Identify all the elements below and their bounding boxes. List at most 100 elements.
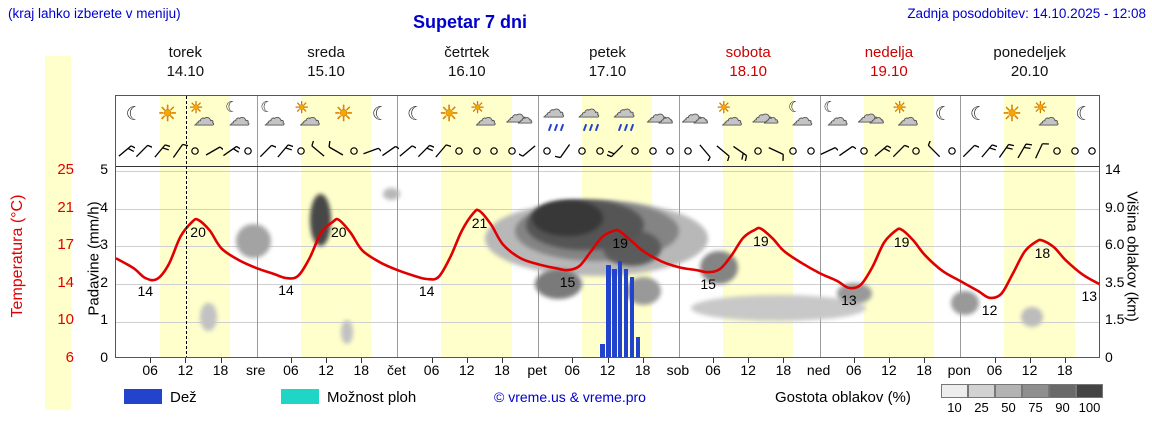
moon-glyph: ☾ xyxy=(371,103,389,125)
calm-wind-icon xyxy=(666,147,674,155)
day-boundary-label: pon xyxy=(947,362,971,378)
temp-tick-label: 25 xyxy=(57,161,74,179)
cloud-cover-blob xyxy=(532,199,603,237)
cloud-glyph: ☁ xyxy=(542,98,565,123)
cloud-moon-icon: ☾ ☁ xyxy=(820,99,854,133)
time-tick xyxy=(783,358,785,363)
calm-wind-icon xyxy=(1088,147,1096,155)
cloud-glyph: ☁ xyxy=(505,103,528,128)
time-tick xyxy=(853,358,855,363)
rain-bar xyxy=(629,276,635,357)
cloud-glyph: ☁ xyxy=(857,103,880,128)
cloud-cover-blob xyxy=(200,302,217,332)
wind-barb-icon xyxy=(820,147,839,155)
wind-barb-icon xyxy=(927,141,941,158)
calm-wind-icon xyxy=(296,147,305,155)
cloud-height-tick-label: 3.5 xyxy=(1105,273,1125,290)
day-boundary-label: pet xyxy=(527,362,547,378)
day-name: nedelja xyxy=(864,44,914,61)
day-date: 16.10 xyxy=(448,63,486,80)
wind-barb-icon xyxy=(962,144,980,158)
precip-tick-label: 1 xyxy=(100,311,108,328)
temp-tick-label: 10 xyxy=(57,311,74,329)
wind-barb-icon xyxy=(277,144,294,158)
time-tick xyxy=(326,358,328,363)
time-tick-label: 12 xyxy=(881,362,897,378)
moon-icon: ☾ xyxy=(926,99,960,133)
temp-value-label: 19 xyxy=(753,232,769,249)
density-cell xyxy=(968,384,995,398)
cloud-icon: ☁ ☁ xyxy=(750,99,784,133)
time-tick-label: 12 xyxy=(459,362,475,378)
wind-barb-icon xyxy=(172,143,188,158)
density-tick-label: 50 xyxy=(1001,400,1016,415)
rain-bar xyxy=(600,344,605,357)
time-tick-label: 18 xyxy=(634,362,651,378)
sun-cloud-icon: ☀ ☁ xyxy=(1031,99,1065,133)
time-tick-label: 12 xyxy=(318,362,334,378)
current-time-line xyxy=(186,96,188,357)
time-tick xyxy=(572,358,574,363)
calm-wind-icon xyxy=(859,147,868,155)
moon-glyph: ☾ xyxy=(934,103,952,125)
time-tick-label: 06 xyxy=(283,362,299,378)
day-boundary-label: sre xyxy=(245,362,266,378)
calm-wind-icon xyxy=(543,147,551,155)
time-tick xyxy=(713,358,714,363)
cloud-cover-blob xyxy=(309,193,331,247)
temp-value-label: 14 xyxy=(278,282,294,298)
cloud-glyph: ☁ xyxy=(721,106,743,130)
day-name: petek xyxy=(589,44,626,61)
rain-drop xyxy=(582,123,588,132)
temp-value-label: 14 xyxy=(137,283,154,299)
precip-tick-label: 0 xyxy=(100,349,108,365)
time-tick-label: 06 xyxy=(846,362,862,378)
wind-barb-icon xyxy=(118,145,135,157)
day-date: 15.10 xyxy=(307,63,345,80)
sun-cloud-icon: ☀ ☁ xyxy=(293,99,327,133)
rain-drop xyxy=(623,123,629,132)
day-name: ponedeljek xyxy=(993,44,1066,61)
cloud-glyph: ☁ xyxy=(193,106,215,130)
sun-glyph: ☀ xyxy=(439,102,459,127)
calm-wind-icon xyxy=(455,147,463,155)
wind-barb-icon xyxy=(699,144,711,161)
copyright-link[interactable]: © vreme.us & vreme.pro xyxy=(494,389,646,405)
daylight-band xyxy=(863,96,934,357)
calm-wind-icon xyxy=(754,147,762,155)
cloud-height-tick-label: 6.0 xyxy=(1105,236,1125,253)
cloud-glyph: ☁ xyxy=(613,98,636,123)
density-cell xyxy=(1022,384,1049,398)
moon-glyph: ☾ xyxy=(260,98,274,116)
time-tick xyxy=(220,358,222,363)
sun-icon: ☀ xyxy=(152,99,186,133)
rain-drop xyxy=(588,123,594,132)
calm-wind-icon xyxy=(595,147,604,155)
cloud-cover-blob xyxy=(382,187,401,200)
grid-line xyxy=(116,171,1099,173)
calm-wind-icon xyxy=(912,147,921,155)
wind-barb-icon xyxy=(205,146,223,156)
time-tick xyxy=(361,358,363,363)
rain-drop xyxy=(629,123,635,132)
temp-tick-label: 6 xyxy=(65,349,74,366)
cloud-height-tick-label: 0 xyxy=(1105,349,1113,365)
moon-glyph: ☾ xyxy=(788,98,802,116)
calm-wind-icon xyxy=(349,147,358,155)
left-accent-strip xyxy=(45,56,71,410)
time-tick xyxy=(888,358,890,363)
moon-icon: ☾ xyxy=(117,99,151,133)
time-tick-label: 06 xyxy=(986,362,1003,378)
temp-value-label: 14 xyxy=(418,283,435,299)
precip-tick-label: 5 xyxy=(100,161,108,178)
time-tick-label: 06 xyxy=(564,362,581,378)
calm-wind-icon xyxy=(789,147,797,155)
wind-barb-icon xyxy=(399,145,417,157)
location-menu-hint: (kraj lahko izberete v meniju) xyxy=(8,6,181,21)
day-boundary-label: čet xyxy=(387,362,406,378)
time-tick xyxy=(642,358,644,363)
calm-wind-icon xyxy=(648,147,657,155)
calm-wind-icon xyxy=(507,147,516,155)
time-tick-label: 12 xyxy=(1021,362,1038,378)
calm-wind-icon xyxy=(806,147,815,155)
